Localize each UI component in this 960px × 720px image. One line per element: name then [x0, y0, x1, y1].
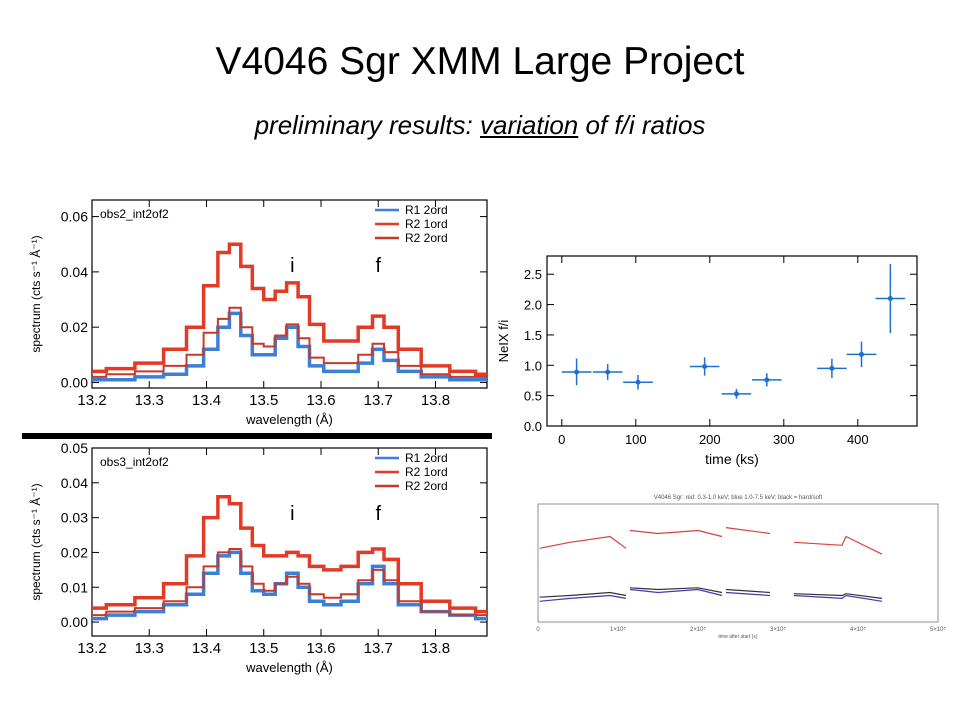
- plot-frame: [91, 199, 488, 389]
- y-tick-label: 2.5: [524, 267, 542, 282]
- legend-label: R2 1ord: [405, 217, 448, 231]
- x-tick-label: 13.6: [306, 392, 335, 409]
- data-point: [574, 369, 580, 375]
- y-axis-label: spectrum (cts s⁻¹ Å⁻¹): [28, 483, 43, 600]
- data-point: [635, 379, 641, 385]
- subtitle-lead: preliminary results:: [254, 110, 480, 140]
- x-tick-label: 100: [625, 432, 647, 447]
- x-tick-label: 2×10⁵: [690, 626, 707, 633]
- x-tick-label: 3×10⁵: [770, 626, 787, 633]
- lightcurve-series: [539, 527, 883, 555]
- x-tick-label: 0: [558, 432, 565, 447]
- x-tick-label: 13.5: [249, 392, 278, 409]
- x-tick-label: 0: [536, 627, 540, 633]
- line-label: i: [290, 255, 294, 277]
- x-tick-label: 13.2: [77, 640, 106, 657]
- x-tick-label: 400: [847, 432, 869, 447]
- x-tick-label: 13.8: [421, 392, 450, 409]
- x-tick-label: 13.3: [135, 392, 164, 409]
- line-label: i: [290, 503, 294, 525]
- spectrum-series: [92, 306, 487, 378]
- y-axis-label: spectrum (cts s⁻¹ Å⁻¹): [28, 235, 43, 352]
- x-tick-label: 13.6: [306, 640, 335, 657]
- line-label: f: [375, 255, 381, 277]
- data-point: [829, 365, 835, 371]
- fi-ratio-chart: 0.0 0.5 1.0 1.5 2.0 2.5 0 100 200 300 400 time (ks)…: [496, 255, 918, 467]
- y-tick-label: 0.02: [61, 544, 88, 560]
- data-point: [702, 364, 708, 369]
- x-tick-label: 13.4: [192, 392, 221, 409]
- panel-title: obs3_int2of2: [100, 455, 169, 469]
- plot-frame: [91, 447, 488, 637]
- y-tick-label: 0.04: [61, 264, 88, 280]
- data-point: [887, 296, 893, 301]
- spectrum-series: [92, 548, 487, 617]
- legend-label: R2 2ord: [405, 231, 448, 245]
- subtitle-tail: of f/i ratios: [578, 110, 706, 140]
- x-axis-label: wavelength (Å): [245, 412, 333, 427]
- slide-subtitle: preliminary results: variation of f/i ra…: [0, 110, 960, 141]
- legend-label: R2 2ord: [405, 479, 448, 493]
- x-tick-label: 4×10⁵: [850, 626, 867, 633]
- y-tick-label: 1.0: [524, 358, 542, 373]
- y-tick-label: 0.01: [61, 579, 88, 595]
- spectrum-obs2-chart: 0.00 0.02 0.04 0.06 13.2 13.3 13.4 13.5 13.6 13.7…: [28, 199, 488, 427]
- panel-title: V4046 Sgr: red: 0.3-1.0 keV; blue 1.0-7.…: [654, 495, 823, 501]
- data-point: [859, 351, 864, 357]
- x-axis-label: wavelength (Å): [245, 660, 333, 675]
- spectrum-series: [92, 311, 487, 382]
- y-tick-label: 0.00: [61, 374, 88, 390]
- x-tick-label: 13.2: [77, 392, 106, 409]
- x-axis-label: time after start (s): [718, 634, 758, 640]
- y-tick-label: 0.00: [61, 614, 88, 630]
- x-axis-label: time (ks): [705, 451, 759, 467]
- lightcurve-series: [539, 587, 883, 599]
- legend-label: R1 2ord: [405, 451, 448, 465]
- legend-label: R1 2ord: [405, 203, 448, 217]
- data-point: [733, 391, 739, 397]
- y-tick-label: 0.06: [61, 209, 88, 225]
- spectrum-series: [92, 242, 487, 376]
- y-tick-label: 0.0: [524, 419, 542, 434]
- x-tick-label: 13.7: [364, 640, 393, 657]
- lightcurve-series: [539, 588, 883, 602]
- subtitle-underlined: variation: [479, 110, 579, 140]
- y-axis-label: NeIX f/i: [496, 320, 511, 363]
- lightcurve-chart: V4046 Sgr: red: 0.3-1.0 keV; blue 1.0-7.…: [536, 495, 947, 640]
- y-tick-label: 1.5: [524, 328, 542, 343]
- y-tick-label: 0.5: [524, 389, 542, 404]
- x-tick-label: 5×10⁵: [930, 626, 947, 633]
- x-tick-label: 13.5: [249, 640, 278, 657]
- plot-frame: [537, 503, 939, 623]
- spectrum-series: [92, 494, 487, 614]
- data-point: [764, 377, 770, 383]
- x-tick-label: 13.4: [192, 640, 221, 657]
- y-tick-label: 0.03: [61, 510, 88, 526]
- panel-divider: [22, 433, 492, 439]
- slide-title: V4046 Sgr XMM Large Project: [215, 40, 745, 83]
- x-tick-label: 300: [773, 432, 795, 447]
- data-point: [605, 369, 611, 375]
- legend-label: R2 1ord: [405, 465, 448, 479]
- x-tick-label: 13.8: [421, 640, 450, 657]
- y-tick-label: 0.02: [61, 319, 88, 335]
- x-tick-label: 200: [699, 432, 721, 447]
- x-tick-label: 13.3: [135, 640, 164, 657]
- y-tick-label: 0.04: [61, 475, 88, 491]
- x-tick-label: 1×10⁵: [610, 626, 627, 633]
- plot-frame: [546, 255, 918, 427]
- spectrum-obs3-chart: 0.00 0.01 0.02 0.03 0.04 0.05 13.2 13.3 13.4 13.5…: [28, 440, 488, 675]
- y-tick-label: 2.0: [524, 298, 542, 313]
- y-tick-label: 0.05: [61, 440, 88, 456]
- panel-title: obs2_int2of2: [100, 207, 169, 221]
- line-label: f: [375, 503, 381, 525]
- x-tick-label: 13.7: [364, 392, 393, 409]
